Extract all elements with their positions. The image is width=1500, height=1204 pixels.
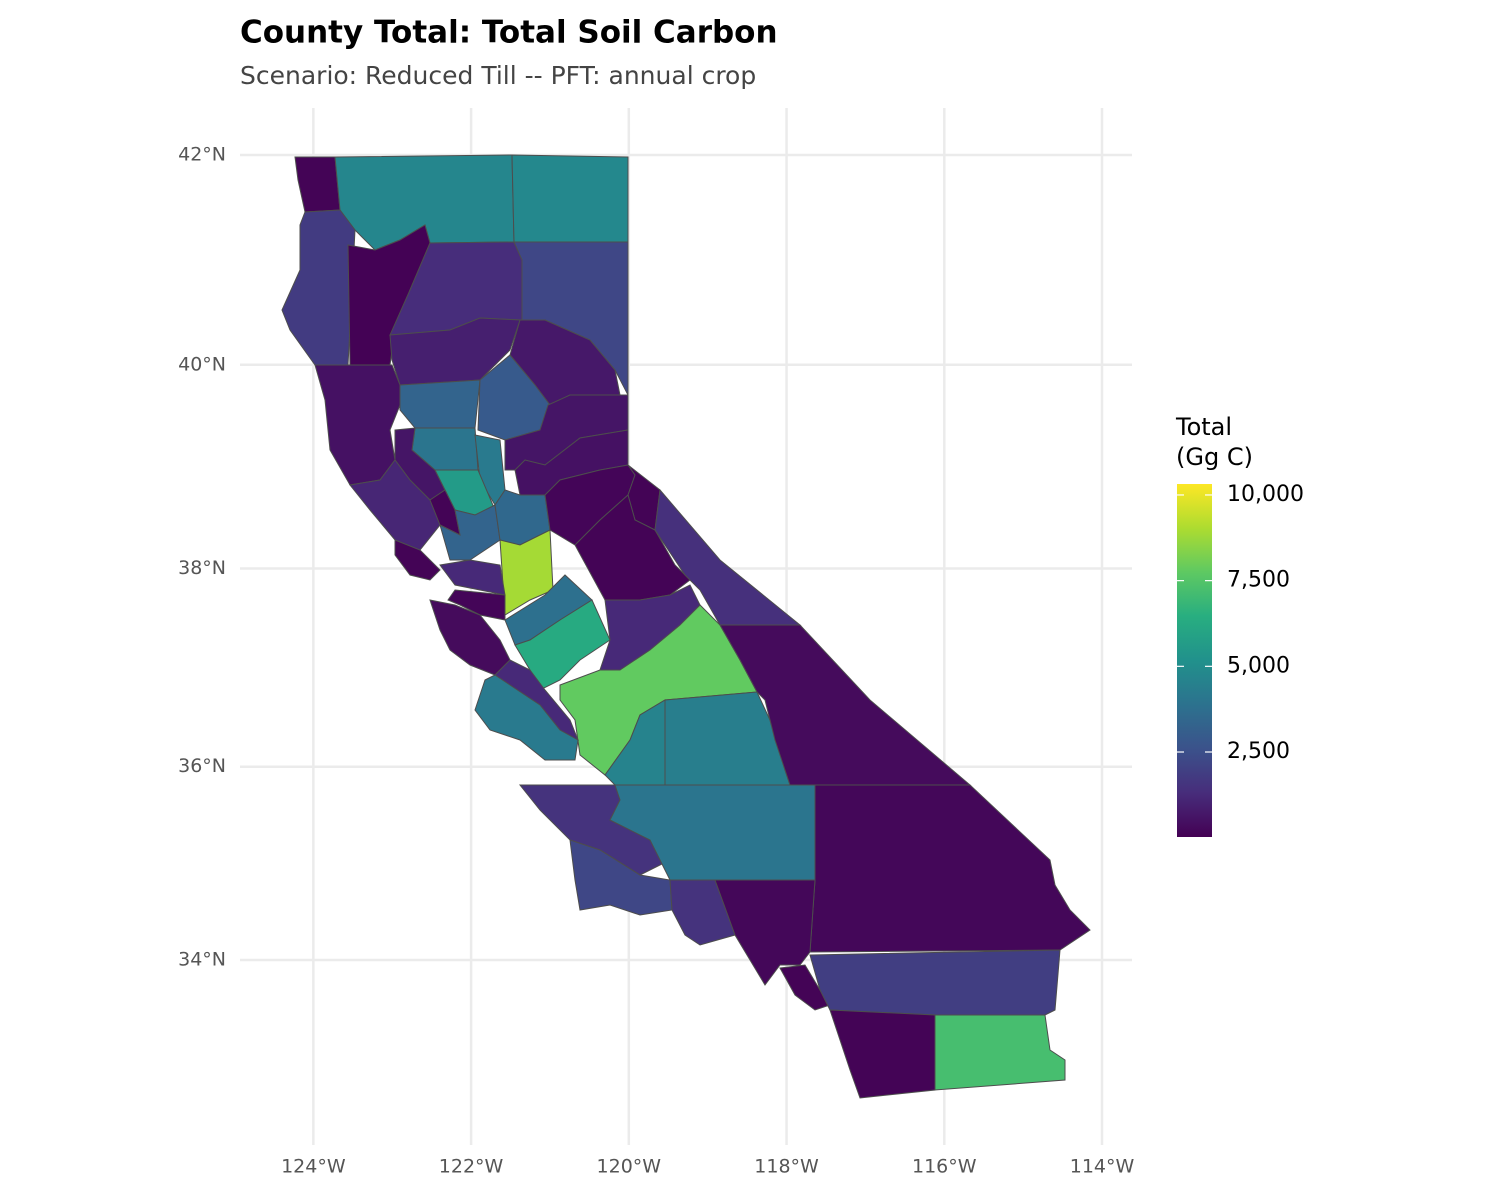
x-tick-label: 122°W [439,1156,504,1178]
legend: Total (Gg C) 2,500 5,000 7,500 10,000 [1175,413,1304,837]
county [389,317,521,386]
x-tick-label: 120°W [597,1156,662,1178]
county [809,949,1061,1016]
colorbar-label: 5,000 [1227,653,1290,678]
x-tick-label: 118°W [754,1156,819,1178]
county [314,364,401,486]
county [439,559,506,596]
legend-title: Total [1175,413,1232,441]
county [294,156,341,213]
county [934,1014,1066,1091]
y-tick-label: 42°N [178,144,226,166]
colorbar [1177,484,1212,837]
x-tick-label: 114°W [1070,1156,1135,1178]
county [719,624,972,786]
county [829,1009,936,1099]
county [654,488,802,626]
y-tick-label: 40°N [178,353,226,375]
chart-title: County Total: Total Soil Carbon [240,15,778,51]
county [399,379,481,429]
county [474,674,579,761]
county [281,209,356,366]
county [809,784,1091,953]
y-tick-label: 38°N [178,557,226,579]
colorbar-label: 10,000 [1227,482,1304,507]
colorbar-label: 7,500 [1227,568,1290,593]
county [394,539,441,581]
y-tick-label: 36°N [178,755,226,777]
chart-subtitle: Scenario: Reduced Till -- PFT: annual cr… [240,61,756,90]
colorbar-label: 2,500 [1227,739,1290,764]
county-map [281,154,1091,1099]
legend-title: (Gg C) [1176,443,1253,471]
county [569,839,673,916]
x-tick-label: 124°W [281,1156,346,1178]
x-tick-label: 116°W [912,1156,977,1178]
y-tick-label: 34°N [178,948,226,970]
county [714,879,816,986]
county [511,154,629,243]
